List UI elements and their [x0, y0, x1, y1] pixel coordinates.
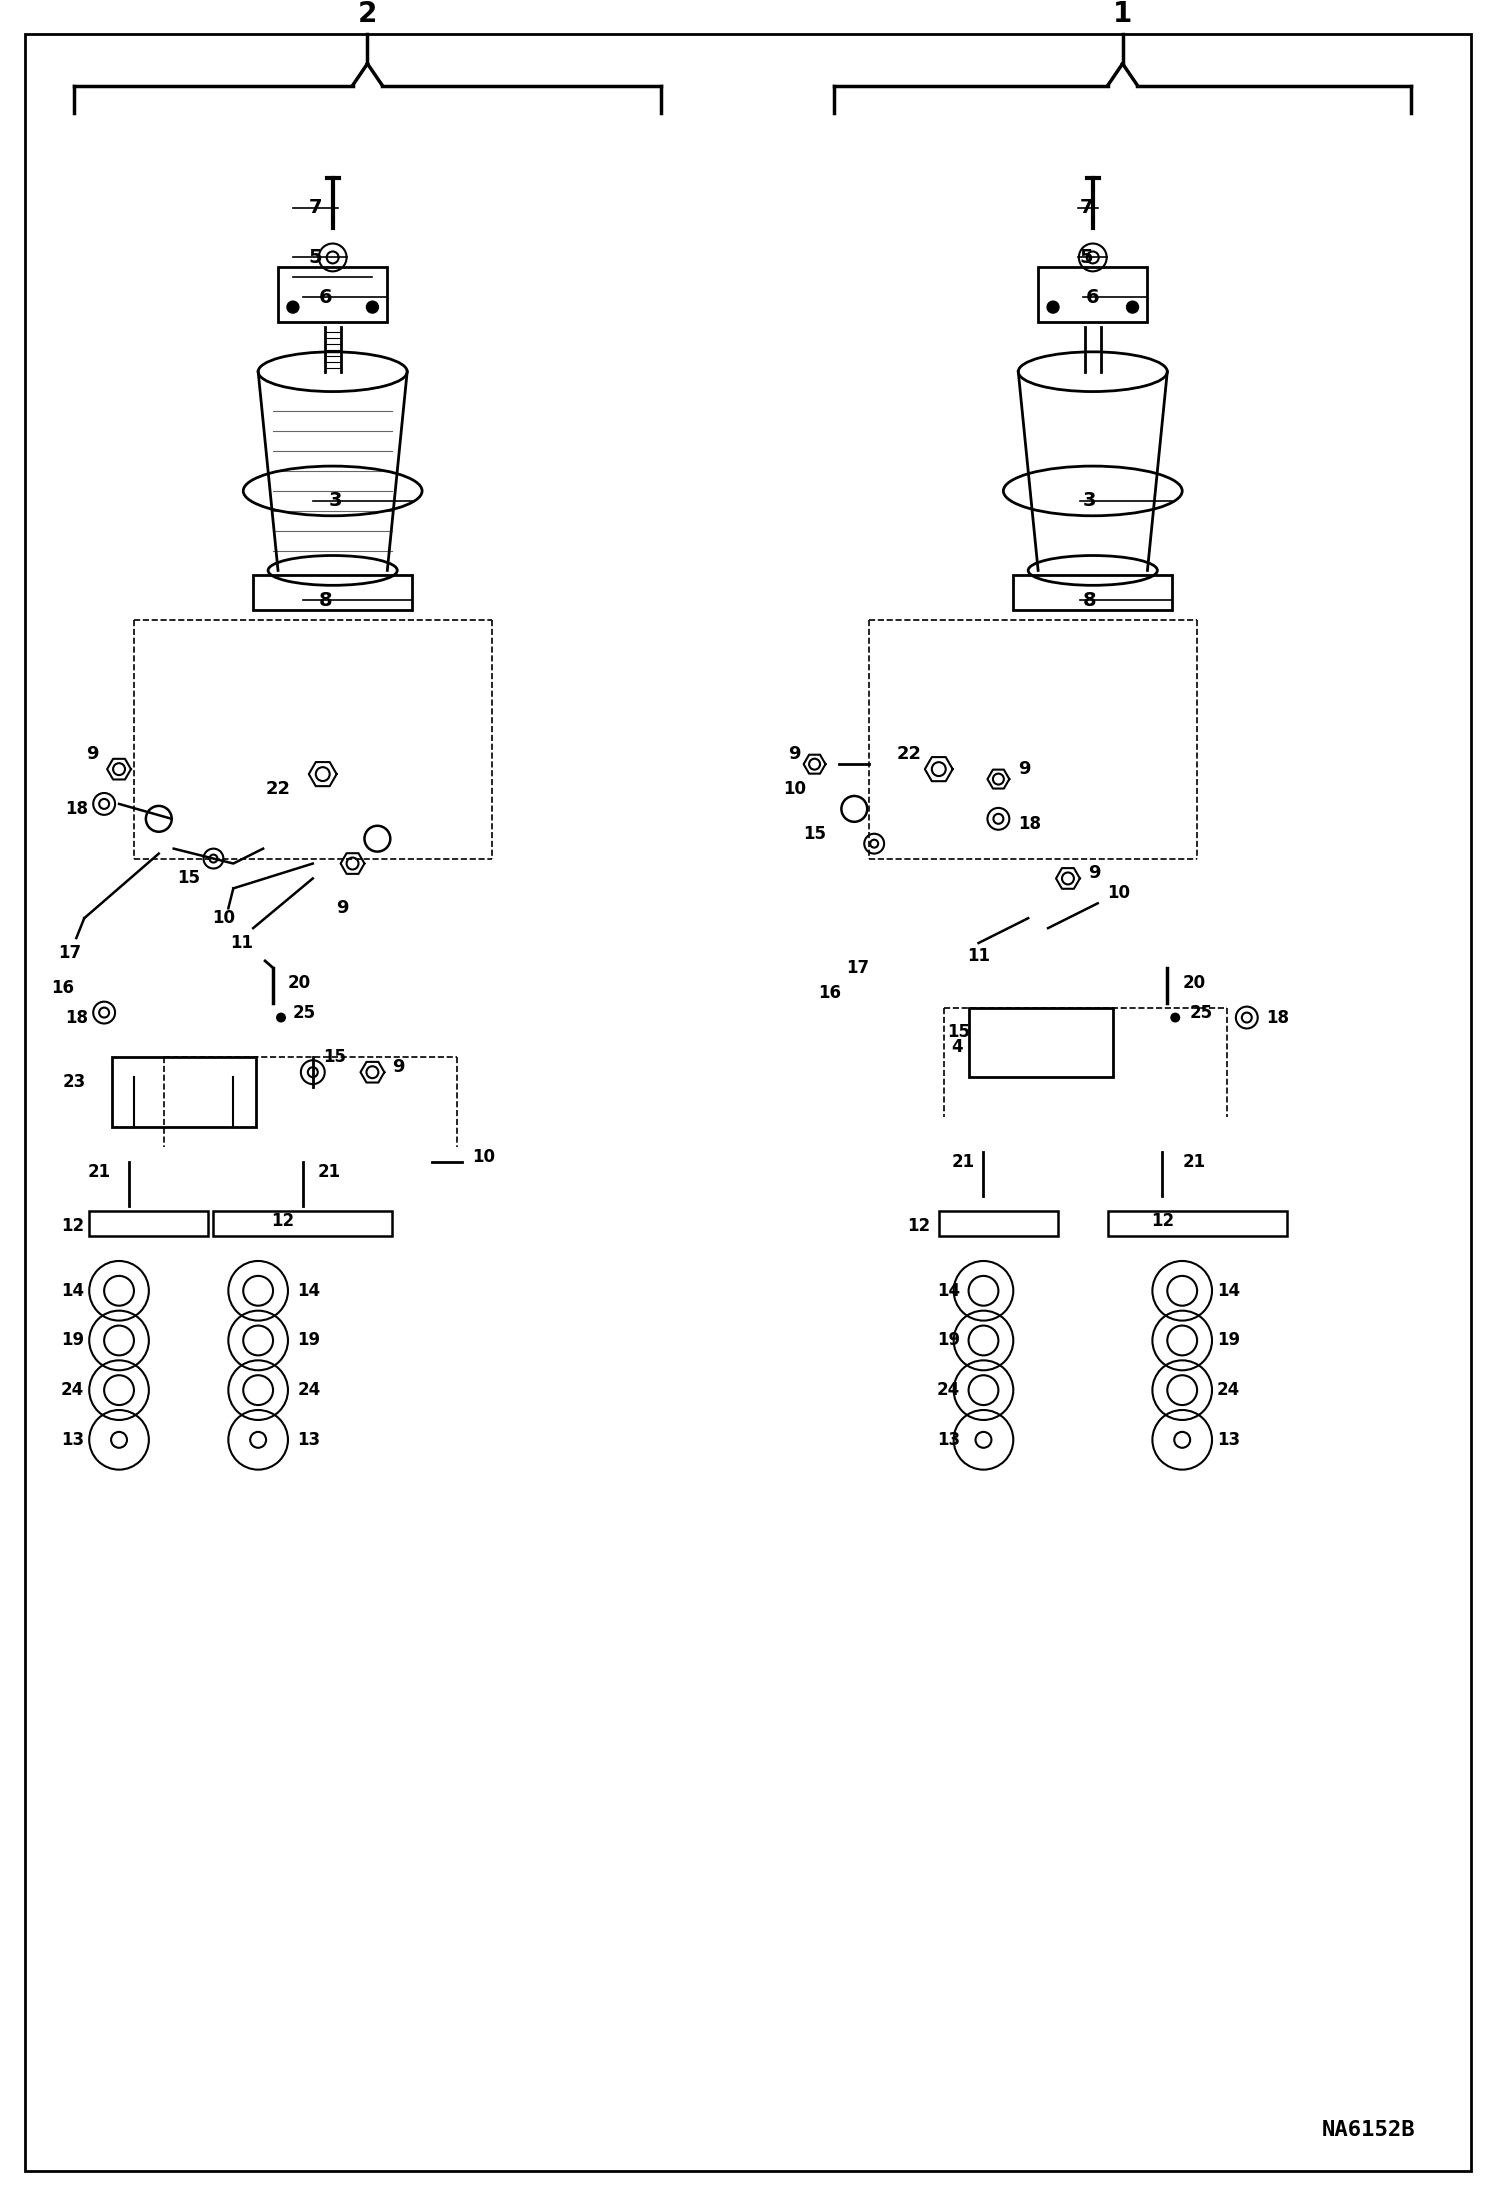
Text: 24: 24 — [298, 1380, 320, 1400]
Text: 10: 10 — [1107, 885, 1131, 903]
Text: 11: 11 — [230, 933, 253, 953]
Text: 18: 18 — [1019, 815, 1041, 833]
Text: 6: 6 — [1086, 287, 1100, 307]
Bar — [278, 267, 387, 322]
Text: 21: 21 — [951, 1152, 975, 1170]
Circle shape — [1126, 300, 1138, 313]
Text: 20: 20 — [1182, 973, 1206, 993]
Text: 1: 1 — [1113, 0, 1132, 28]
Text: 15: 15 — [177, 870, 200, 887]
Text: 9: 9 — [85, 745, 99, 762]
Text: 24: 24 — [936, 1380, 960, 1400]
Text: 15: 15 — [323, 1047, 346, 1067]
Text: 9: 9 — [788, 745, 800, 762]
Text: 17: 17 — [845, 960, 869, 977]
Circle shape — [1047, 300, 1059, 313]
Text: 13: 13 — [936, 1431, 960, 1448]
Text: 15: 15 — [803, 824, 826, 844]
Text: 9: 9 — [337, 898, 349, 918]
Text: 10: 10 — [471, 1148, 495, 1166]
Circle shape — [367, 300, 378, 313]
Text: 24: 24 — [1216, 1380, 1240, 1400]
Text: 12: 12 — [1150, 1212, 1174, 1229]
Text: 22: 22 — [896, 745, 922, 762]
Text: 19: 19 — [936, 1332, 960, 1350]
Text: 12: 12 — [61, 1218, 84, 1236]
Text: 2: 2 — [358, 0, 377, 28]
Text: 19: 19 — [1216, 1332, 1240, 1350]
Text: 9: 9 — [1088, 865, 1101, 883]
Bar — [214, 1212, 392, 1236]
Text: 7: 7 — [308, 197, 322, 217]
Text: 8: 8 — [319, 592, 332, 609]
Text: 13: 13 — [298, 1431, 320, 1448]
Circle shape — [287, 300, 299, 313]
Circle shape — [1170, 1012, 1180, 1023]
Text: 4: 4 — [951, 1039, 962, 1056]
Text: 16: 16 — [51, 979, 73, 997]
Text: 14: 14 — [298, 1282, 320, 1299]
Text: 6: 6 — [319, 287, 332, 307]
Text: 19: 19 — [61, 1332, 84, 1350]
Text: 17: 17 — [58, 944, 81, 962]
Text: 25: 25 — [293, 1003, 316, 1021]
Bar — [1013, 576, 1173, 609]
Text: 12: 12 — [271, 1212, 295, 1229]
Text: 14: 14 — [61, 1282, 84, 1299]
Text: 20: 20 — [287, 973, 311, 993]
Text: 10: 10 — [784, 780, 806, 798]
Text: 3: 3 — [329, 491, 343, 511]
Text: 10: 10 — [212, 909, 235, 927]
Text: 9: 9 — [392, 1058, 405, 1076]
Text: 5: 5 — [1080, 248, 1094, 267]
Text: 25: 25 — [1189, 1003, 1212, 1021]
Text: 13: 13 — [1216, 1431, 1240, 1448]
Text: 11: 11 — [966, 947, 990, 964]
Text: 16: 16 — [818, 984, 841, 1001]
Text: 24: 24 — [61, 1380, 84, 1400]
Bar — [90, 1212, 208, 1236]
Text: 15: 15 — [947, 1023, 969, 1041]
Text: 14: 14 — [1216, 1282, 1240, 1299]
Bar — [968, 1008, 1113, 1078]
Text: 21: 21 — [317, 1163, 341, 1181]
Text: 18: 18 — [64, 1008, 88, 1028]
Bar — [1107, 1212, 1287, 1236]
Text: 13: 13 — [61, 1431, 84, 1448]
Text: 23: 23 — [63, 1074, 85, 1091]
Text: 7: 7 — [1080, 197, 1094, 217]
Bar — [253, 576, 413, 609]
Text: 21: 21 — [1182, 1152, 1206, 1170]
Text: 9: 9 — [1019, 760, 1031, 778]
Text: 8: 8 — [1083, 592, 1097, 609]
Circle shape — [277, 1012, 286, 1023]
Text: 18: 18 — [1267, 1008, 1290, 1028]
Text: 3: 3 — [1083, 491, 1097, 511]
Text: 19: 19 — [298, 1332, 320, 1350]
Text: 12: 12 — [908, 1218, 931, 1236]
Text: 21: 21 — [88, 1163, 111, 1181]
Text: NA6152B: NA6152B — [1322, 2121, 1415, 2141]
Text: 18: 18 — [64, 800, 88, 817]
Bar — [939, 1212, 1058, 1236]
Bar — [112, 1058, 256, 1126]
Text: 22: 22 — [265, 780, 290, 798]
Text: 5: 5 — [308, 248, 323, 267]
Text: 14: 14 — [936, 1282, 960, 1299]
Bar — [1038, 267, 1147, 322]
